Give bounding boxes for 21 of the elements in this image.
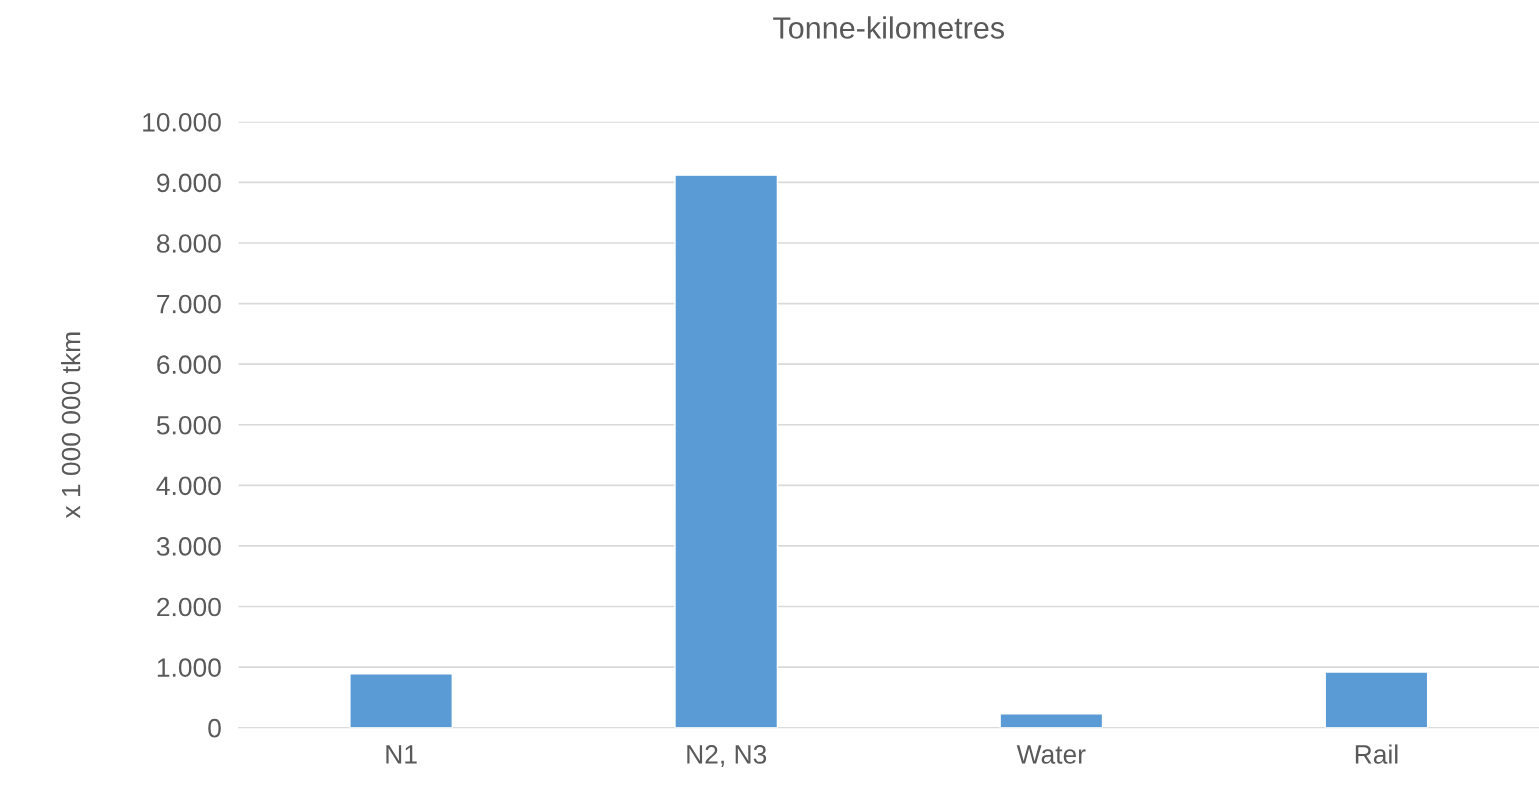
y-tick-label: 5.000 bbox=[156, 415, 221, 435]
bar bbox=[999, 713, 1104, 728]
y-tick-label: 7.000 bbox=[157, 294, 221, 314]
x-tick-label: N2, N3 bbox=[687, 745, 767, 767]
y-tick-label: 9.000 bbox=[157, 173, 221, 193]
y-axis-title: x 1 000 000 tkm bbox=[61, 332, 81, 519]
y-tick-label: 4.000 bbox=[156, 476, 221, 496]
bar bbox=[674, 174, 779, 728]
y-tick-label: 3.000 bbox=[156, 537, 221, 556]
y-tick-label: 2.000 bbox=[157, 597, 221, 617]
bar bbox=[349, 673, 454, 728]
x-tick-label: Water bbox=[1016, 745, 1086, 764]
y-tick-label: 6.000 bbox=[157, 355, 221, 374]
x-tick-label: N1 bbox=[386, 745, 417, 764]
y-tick-label: 0 bbox=[208, 718, 221, 738]
y-tick-label: 8.000 bbox=[156, 234, 221, 253]
chart-title: Tonne-kilometres bbox=[773, 16, 1004, 39]
y-tick-label: 10.000 bbox=[143, 112, 221, 132]
bar bbox=[1324, 671, 1429, 728]
x-tick-label: Rail bbox=[1355, 744, 1398, 764]
y-tick-label: 1.000 bbox=[157, 658, 221, 677]
